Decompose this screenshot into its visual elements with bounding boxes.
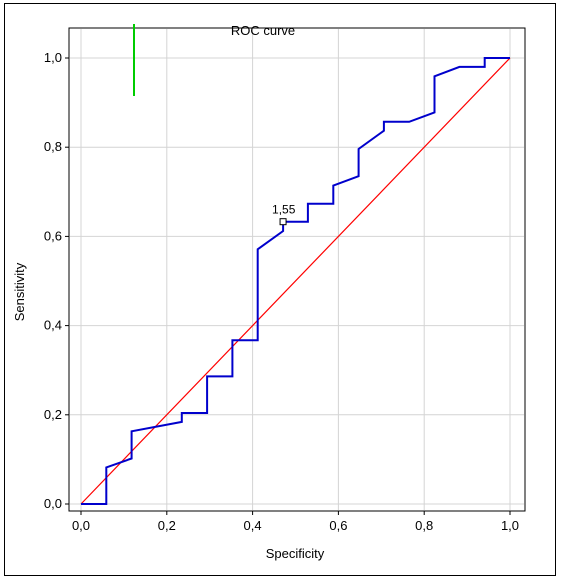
cutoff-label: 1,55 bbox=[272, 203, 296, 217]
grid bbox=[70, 29, 524, 510]
y-tick-label: 0,8 bbox=[44, 139, 62, 154]
roc-chart: 0,0 0,2 0,4 0,6 0,8 1,0 0,0 0,2 0,4 0,6 0,8 1,0 1,5… bbox=[12, 23, 526, 561]
roc-step-line bbox=[81, 57, 510, 505]
x-tick-label: 0,8 bbox=[415, 518, 433, 533]
axis-ticks: 0,0 0,2 0,4 0,6 0,8 1,0 0,0 0,2 0,4 0,6 0,8 1,0 bbox=[44, 50, 519, 533]
x-axis-label: Specificity bbox=[266, 546, 325, 561]
chart-title: ROC curve bbox=[231, 23, 295, 38]
y-tick-label: 0,6 bbox=[44, 228, 62, 243]
series-group bbox=[80, 57, 511, 505]
x-tick-label: 0,0 bbox=[72, 518, 90, 533]
y-tick-label: 1,0 bbox=[44, 50, 62, 65]
y-tick-label: 0,4 bbox=[44, 318, 62, 333]
data-marks: 1,55 bbox=[272, 203, 296, 226]
y-tick-label: 0,2 bbox=[44, 407, 62, 422]
x-tick-label: 1,0 bbox=[501, 518, 519, 533]
plot-area bbox=[68, 27, 526, 512]
x-tick-label: 0,2 bbox=[158, 518, 176, 533]
cutoff-marker bbox=[279, 218, 287, 226]
x-tick-label: 0,4 bbox=[244, 518, 262, 533]
chart-frame: 0,0 0,2 0,4 0,6 0,8 1,0 0,0 0,2 0,4 0,6 0,8 1,0 1,5… bbox=[4, 3, 556, 576]
y-tick-label: 0,0 bbox=[44, 496, 62, 511]
reference-diagonal-line bbox=[80, 57, 511, 505]
x-tick-label: 0,6 bbox=[329, 518, 347, 533]
y-axis-label: Sensitivity bbox=[12, 262, 27, 321]
